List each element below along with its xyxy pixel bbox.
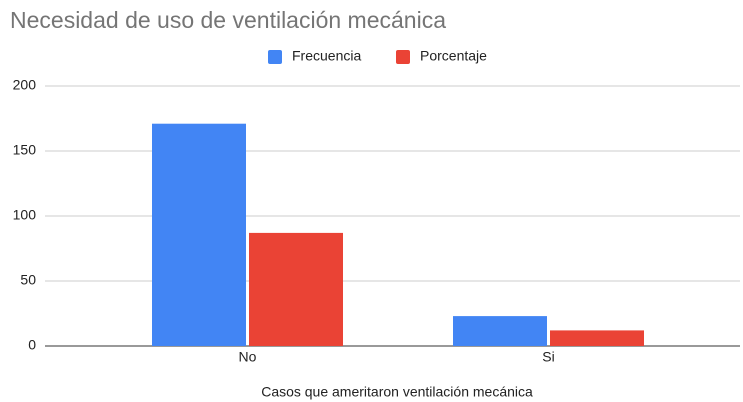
x-tick-label: No xyxy=(239,349,257,365)
y-tick-label: 150 xyxy=(13,142,37,158)
y-tick-label: 200 xyxy=(13,77,37,93)
legend-label: Frecuencia xyxy=(292,48,361,64)
y-tick-label: 0 xyxy=(28,337,36,353)
x-tick-label: Si xyxy=(542,349,554,365)
y-tick-label: 100 xyxy=(13,207,37,223)
bar xyxy=(152,123,246,346)
bar xyxy=(453,316,547,346)
y-tick-label: 50 xyxy=(20,272,36,288)
legend-swatch xyxy=(268,50,282,64)
x-axis-title: Casos que ameritaron ventilación mecánic… xyxy=(261,384,533,400)
legend-swatch xyxy=(396,50,410,64)
chart-title: Necesidad de uso de ventilación mecánica xyxy=(10,7,446,33)
bar xyxy=(550,330,644,346)
legend-label: Porcentaje xyxy=(420,48,487,64)
bar xyxy=(249,232,343,346)
